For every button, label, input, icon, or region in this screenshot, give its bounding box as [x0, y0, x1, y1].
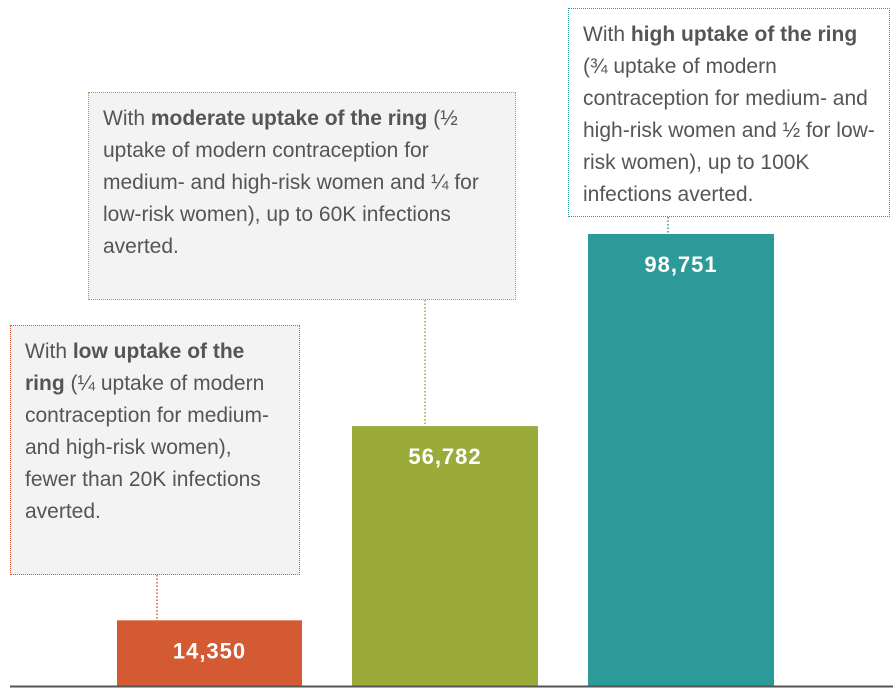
- annotation: With high uptake of the ring (¾ uptake o…: [568, 8, 890, 217]
- annotation-bold: moderate uptake of the ring: [150, 107, 428, 130]
- annotation-text: (½ uptake of modern contraception for me…: [103, 107, 479, 258]
- annotation-text: With: [25, 340, 73, 363]
- bar: [588, 234, 774, 686]
- annotation: With moderate uptake of the ring (½ upta…: [88, 92, 516, 300]
- annotation-text: With: [583, 23, 631, 46]
- annotation-text: With: [103, 107, 151, 130]
- bar: [352, 426, 538, 686]
- annotation: With low uptake of the ring (¼ uptake of…: [10, 325, 300, 575]
- annotation-bold: high uptake of the ring: [630, 23, 858, 46]
- annotation-text: (¾ uptake of modern contraception for me…: [583, 55, 875, 206]
- annotation-text: (¼ uptake of modern contraception for me…: [25, 372, 269, 523]
- value-label: 98,751: [644, 252, 717, 277]
- value-label: 56,782: [408, 444, 481, 469]
- value-label: 14,350: [173, 638, 246, 663]
- annotation-bold: low uptake of the ring: [25, 340, 245, 395]
- bar: [117, 620, 302, 686]
